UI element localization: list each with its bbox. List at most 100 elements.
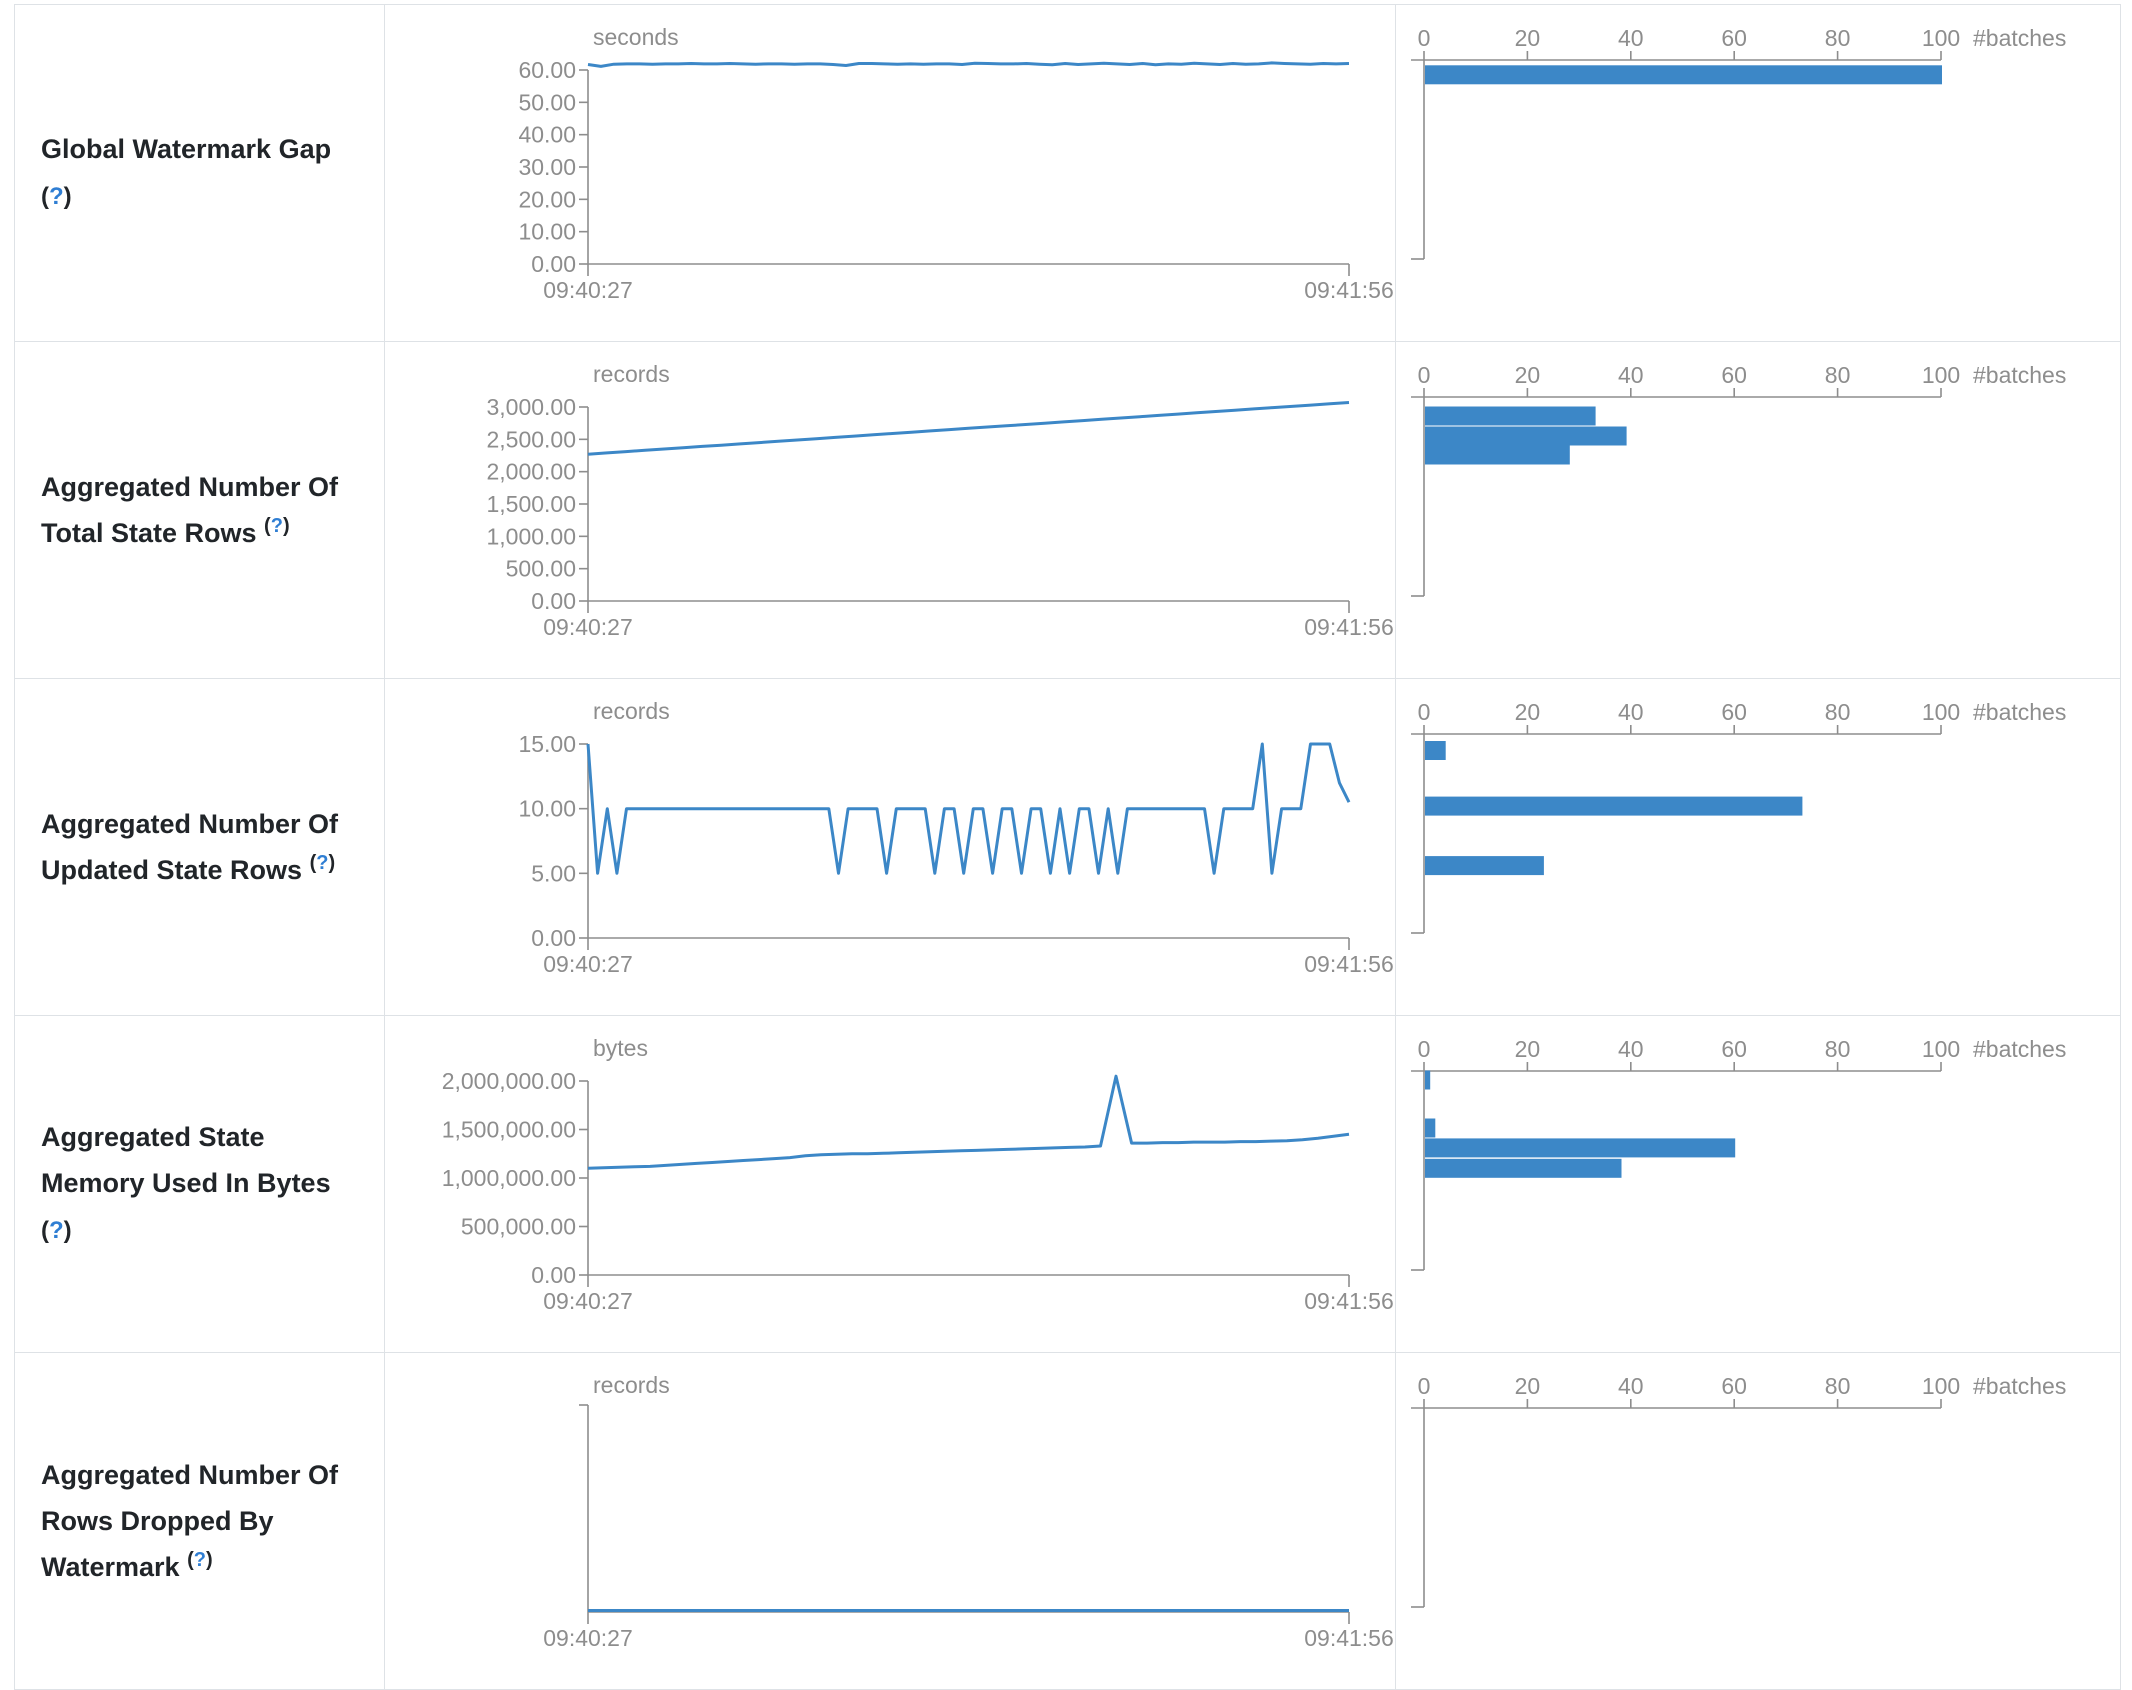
batch-histogram: 0 20 40 60 80 100 #batches	[1411, 25, 2066, 260]
metric-title-line: Aggregated State	[41, 1122, 265, 1152]
histogram-bar	[1425, 445, 1570, 465]
metric-row: Aggregated State Memory Used In Bytes (?) b…	[14, 1015, 2121, 1353]
svg-text:09:41:56: 09:41:56	[1304, 277, 1394, 303]
svg-text:records: records	[593, 361, 670, 387]
svg-text:20: 20	[1515, 699, 1541, 725]
svg-text:30.00: 30.00	[518, 154, 576, 180]
histogram-bar	[1425, 741, 1446, 760]
svg-text:09:41:56: 09:41:56	[1304, 951, 1394, 977]
svg-text:3,000.00: 3,000.00	[486, 394, 576, 420]
help-question-icon: ?	[316, 852, 329, 874]
metric-title: Aggregated Number Of Total State Rows (?)	[15, 464, 384, 556]
svg-text:500,000.00: 500,000.00	[461, 1214, 576, 1240]
svg-text:60: 60	[1721, 1373, 1747, 1399]
timeline-chart: bytes 2,000,000.00 1,500,000.00 1,000,000.0…	[442, 1035, 1394, 1314]
svg-text:#batches: #batches	[1973, 25, 2066, 51]
batch-histogram: 0 20 40 60 80 100 #batches	[1411, 362, 2066, 597]
metric-line-series	[587, 401, 1350, 456]
metric-title: Aggregated Number Of Rows Dropped By Water…	[15, 1452, 384, 1590]
svg-text:40: 40	[1618, 362, 1644, 388]
svg-text:5.00: 5.00	[531, 860, 576, 886]
metric-title-line: (?)	[41, 172, 374, 220]
svg-text:60: 60	[1721, 362, 1747, 388]
svg-text:1,500,000.00: 1,500,000.00	[442, 1117, 576, 1143]
histogram-bar	[1425, 796, 1803, 816]
histogram-bar	[1425, 856, 1544, 876]
svg-text:60: 60	[1721, 1036, 1747, 1062]
svg-text:0.00: 0.00	[531, 588, 576, 614]
timeline-chart: records 3,000.00 2,500.00 2,000.00 1,500.00 1…	[486, 361, 1393, 640]
metric-title-line: Total State Rows (?)	[41, 515, 290, 548]
metric-title-line: Rows Dropped By	[41, 1506, 274, 1536]
svg-text:records: records	[593, 698, 670, 724]
svg-text:records: records	[593, 1372, 670, 1398]
metric-title-line: Aggregated Number Of	[41, 472, 339, 502]
help-question-icon: ?	[49, 183, 64, 210]
metric-help-tooltip-link[interactable]: (?)	[187, 1549, 213, 1571]
svg-text:bytes: bytes	[593, 1035, 648, 1061]
svg-text:60.00: 60.00	[518, 57, 576, 83]
svg-text:100: 100	[1922, 699, 1960, 725]
batch-histogram: 0 20 40 60 80 100 #batches	[1411, 699, 2066, 934]
svg-text:40: 40	[1618, 1036, 1644, 1062]
svg-text:09:40:27: 09:40:27	[543, 1288, 633, 1314]
metric-help-tooltip-link[interactable]: (?)	[264, 515, 290, 537]
svg-text:20.00: 20.00	[518, 186, 576, 212]
metric-title-line: Watermark (?)	[41, 1549, 213, 1582]
svg-text:09:41:56: 09:41:56	[1304, 1625, 1394, 1651]
timeline-chart: records 09:40:27 09:41:56	[543, 1372, 1394, 1651]
histogram-bar	[1425, 426, 1627, 446]
svg-text:40: 40	[1618, 25, 1644, 51]
svg-text:80: 80	[1825, 1036, 1851, 1062]
svg-text:2,500.00: 2,500.00	[486, 426, 576, 452]
svg-text:0: 0	[1418, 1036, 1431, 1062]
svg-text:20: 20	[1515, 1036, 1541, 1062]
metric-help-tooltip-link[interactable]: (?)	[309, 852, 336, 874]
svg-text:seconds: seconds	[593, 24, 679, 50]
svg-text:#batches: #batches	[1973, 1036, 2066, 1062]
svg-text:09:40:27: 09:40:27	[543, 614, 633, 640]
svg-text:2,000.00: 2,000.00	[486, 459, 576, 485]
svg-text:60: 60	[1721, 699, 1747, 725]
histogram-bar	[1425, 1158, 1622, 1178]
metric-help-tooltip-link[interactable]: (?)	[41, 1217, 72, 1244]
svg-text:40.00: 40.00	[518, 122, 576, 148]
metric-title-line: Memory Used In Bytes	[41, 1168, 331, 1198]
svg-text:09:40:27: 09:40:27	[543, 277, 633, 303]
svg-text:80: 80	[1825, 1373, 1851, 1399]
svg-text:0: 0	[1418, 699, 1431, 725]
svg-text:500.00: 500.00	[506, 556, 576, 582]
metric-title: Aggregated Number Of Updated State Rows (…	[15, 801, 384, 893]
svg-text:0.00: 0.00	[531, 1262, 576, 1288]
metric-title-line: Updated State Rows (?)	[41, 852, 336, 885]
svg-text:15.00: 15.00	[518, 731, 576, 757]
metric-title: Global Watermark Gap (?)	[15, 126, 384, 220]
metric-row: Aggregated Number Of Rows Dropped By Water…	[14, 1352, 2121, 1690]
svg-text:09:40:27: 09:40:27	[543, 951, 633, 977]
svg-text:40: 40	[1618, 1373, 1644, 1399]
svg-text:#batches: #batches	[1973, 362, 2066, 388]
help-question-icon: ?	[49, 1217, 64, 1244]
svg-text:09:41:56: 09:41:56	[1304, 1288, 1394, 1314]
histogram-bar	[1425, 406, 1596, 426]
metric-title-line: Aggregated Number Of	[41, 809, 339, 839]
svg-text:20: 20	[1515, 25, 1541, 51]
svg-text:20: 20	[1515, 1373, 1541, 1399]
metric-help-tooltip-link[interactable]: (?)	[41, 183, 72, 210]
histogram-bar	[1425, 1138, 1736, 1158]
metric-line-series	[587, 61, 1350, 68]
histogram-bar	[1425, 65, 1942, 85]
svg-text:1,500.00: 1,500.00	[486, 491, 576, 517]
svg-text:1,000,000.00: 1,000,000.00	[442, 1165, 576, 1191]
svg-text:20: 20	[1515, 362, 1541, 388]
svg-text:10.00: 10.00	[518, 219, 576, 245]
svg-text:80: 80	[1825, 362, 1851, 388]
svg-text:40: 40	[1618, 699, 1644, 725]
svg-text:100: 100	[1922, 1036, 1960, 1062]
svg-text:#batches: #batches	[1973, 1373, 2066, 1399]
metric-line-series	[586, 742, 1351, 875]
help-question-icon: ?	[270, 515, 283, 537]
svg-text:1,000.00: 1,000.00	[486, 523, 576, 549]
svg-text:0.00: 0.00	[531, 251, 576, 277]
